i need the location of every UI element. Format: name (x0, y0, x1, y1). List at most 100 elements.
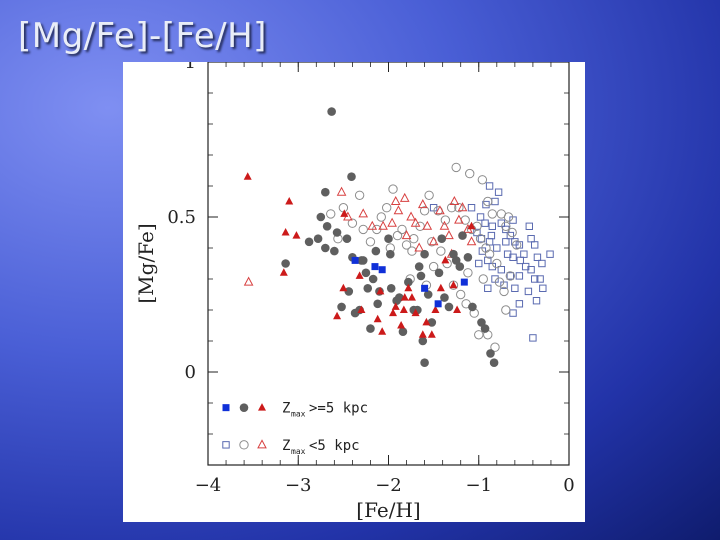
point-circle-filled (468, 302, 477, 312)
point-triangle-filled (243, 172, 252, 180)
point-square-open (493, 244, 501, 252)
point-circle-open (358, 224, 368, 235)
point-triangle-open (435, 205, 445, 215)
point-circle-open (475, 234, 486, 244)
point-circle-open (501, 305, 511, 315)
point-circle-filled (489, 358, 499, 368)
point-circle-filled (373, 299, 382, 309)
point-circle-filled (316, 212, 326, 222)
x-tick-label: −1 (465, 475, 492, 496)
legend-marker-triangle-open (257, 439, 267, 449)
legend-marker-square-open (222, 441, 230, 449)
point-circle-filled (440, 293, 449, 302)
point-circle-filled (342, 234, 352, 243)
point-circle-open (454, 203, 464, 213)
point-triangle-open (439, 220, 450, 230)
point-circle-open (490, 342, 500, 352)
point-circle-open (477, 175, 488, 185)
point-circle-open (381, 203, 392, 213)
point-circle-open (392, 230, 403, 241)
point-circle-filled (313, 234, 323, 243)
point-circle-open (424, 190, 434, 201)
point-circle-open (388, 184, 398, 194)
point-circle-open (326, 209, 336, 219)
point-square-open (478, 247, 487, 255)
point-square-open (491, 197, 499, 206)
point-circle-open (507, 227, 517, 238)
point-triangle-filled (431, 305, 440, 313)
point-circle-filled (371, 246, 381, 256)
point-circle-open (503, 212, 514, 222)
point-square-open (546, 250, 554, 258)
point-circle-filled (347, 172, 356, 181)
point-circle-open (505, 271, 516, 281)
point-circle-filled (434, 268, 444, 278)
point-circle-open (511, 240, 522, 250)
point-square-filled (351, 256, 359, 264)
point-square-open (525, 222, 533, 231)
point-triangle-filled (404, 283, 413, 292)
point-square-open (527, 235, 535, 243)
point-square-filled (434, 300, 442, 308)
point-circle-filled (398, 327, 408, 337)
point-circle-filled (416, 271, 426, 281)
point-triangle-open (367, 220, 378, 230)
point-square-open (467, 204, 476, 212)
point-circle-open (347, 218, 358, 228)
point-circle-filled (455, 262, 465, 271)
point-square-open (484, 284, 492, 293)
point-square-open (488, 222, 496, 231)
point-circle-filled (321, 243, 330, 253)
legend-marker-circle-filled (239, 403, 249, 412)
point-circle-open (446, 203, 457, 213)
point-circle-filled (451, 256, 461, 265)
point-circle-filled (344, 287, 354, 296)
point-square-open (476, 213, 485, 221)
point-triangle-open (358, 208, 369, 218)
point-circle-open (492, 258, 502, 269)
point-circle-filled (423, 290, 433, 299)
point-square-open (516, 256, 524, 265)
point-circle-filled (332, 228, 342, 237)
legend-label-z: Z (282, 438, 290, 454)
point-square-filled (421, 284, 429, 292)
point-circle-open (401, 240, 412, 250)
point-triangle-filled (281, 228, 290, 236)
point-triangle-open (393, 205, 404, 215)
x-tick-label: −3 (285, 475, 312, 496)
point-circle-open (419, 206, 430, 216)
legend-label-sub: max (291, 410, 306, 419)
point-triangle-filled (333, 311, 342, 320)
point-circle-open (338, 203, 349, 213)
point-circle-filled (386, 249, 395, 259)
point-circle-filled (350, 308, 360, 318)
point-square-open (506, 231, 515, 240)
point-triangle-open (466, 236, 477, 246)
point-circle-open (465, 168, 475, 179)
point-circle-open (376, 212, 386, 222)
point-circle-open (397, 224, 407, 235)
point-square-open (497, 266, 506, 274)
x-tick-label: 0 (563, 475, 574, 496)
point-triangle-filled (449, 280, 458, 289)
y-tick-label: 0.5 (167, 207, 196, 228)
point-circle-open (484, 249, 495, 259)
point-triangle-filled (373, 314, 382, 323)
legend-label-text: >=5 kpc (309, 401, 368, 417)
legend-marker-circle-open (239, 440, 249, 450)
point-triangle-filled (418, 330, 427, 338)
point-circle-open (499, 286, 509, 297)
point-triangle-open (378, 220, 388, 230)
data-points (243, 107, 554, 368)
point-triangle-open (449, 195, 460, 205)
point-triangle-filled (389, 308, 398, 317)
point-circle-filled (361, 268, 371, 278)
point-triangle-filled (422, 317, 431, 326)
point-square-open (533, 253, 542, 262)
point-triangle-filled (441, 255, 450, 264)
point-triangle-open (428, 236, 439, 246)
point-square-open (506, 272, 515, 280)
point-circle-filled (437, 234, 447, 243)
point-triangle-filled (340, 209, 349, 217)
